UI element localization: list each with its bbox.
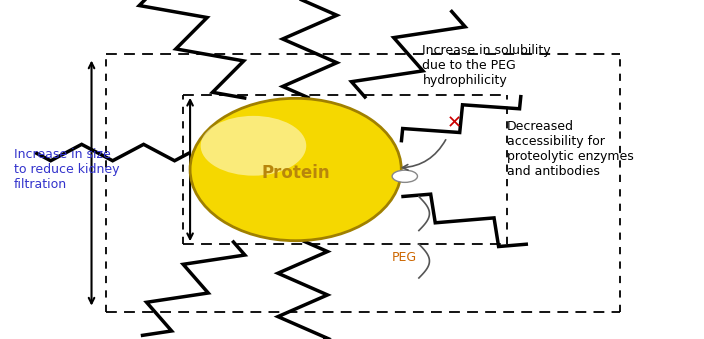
Ellipse shape bbox=[190, 98, 401, 241]
Text: Increase in size
to reduce kidney
filtration: Increase in size to reduce kidney filtra… bbox=[14, 148, 120, 191]
Text: Decreased
accessibility for
proteolytic enzymes
and antibodies: Decreased accessibility for proteolytic … bbox=[507, 120, 634, 178]
Text: Protein: Protein bbox=[261, 164, 330, 182]
Circle shape bbox=[392, 170, 417, 182]
Text: PEG: PEG bbox=[392, 251, 417, 264]
Text: ✕: ✕ bbox=[446, 115, 462, 133]
Text: Increase in solubility
due to the PEG
hydrophilicity: Increase in solubility due to the PEG hy… bbox=[422, 44, 551, 87]
Ellipse shape bbox=[201, 116, 306, 176]
